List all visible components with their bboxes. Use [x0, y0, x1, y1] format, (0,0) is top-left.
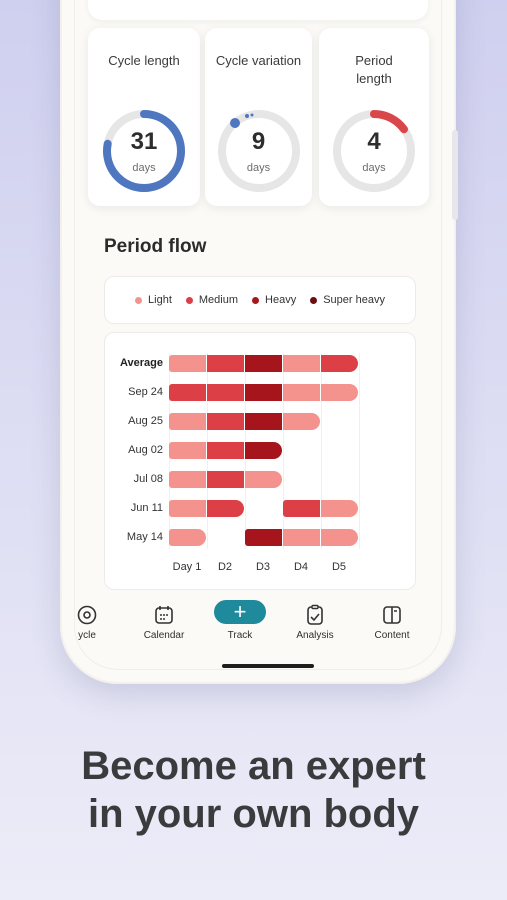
- legend-dot: [135, 296, 143, 304]
- flow-cell-light: [169, 355, 206, 372]
- stat-value: 9: [251, 128, 266, 155]
- stat-unit: days: [132, 162, 156, 174]
- flow-cell-light: [169, 500, 206, 517]
- flow-cell-light: [283, 413, 320, 430]
- flow-col-label: Day 1: [172, 561, 202, 573]
- flow-cell-light: [283, 355, 320, 372]
- legend-item-medium: Medium: [185, 294, 239, 306]
- legend-dot: [185, 296, 193, 304]
- flow-cell-medium: [207, 413, 244, 430]
- flow-cell-heavy: [245, 413, 282, 430]
- legend-label: Heavy: [265, 294, 297, 306]
- stat-unit: days: [362, 162, 386, 174]
- nav-item-cycle[interactable]: ycle: [74, 600, 122, 641]
- gridline: [283, 353, 284, 549]
- cycle-icon: [77, 605, 97, 625]
- nav-item-calendar[interactable]: Calendar: [129, 600, 199, 641]
- flow-cell-light: [169, 471, 206, 488]
- flow-cell-medium: [321, 355, 358, 372]
- nav-label: Analysis: [296, 630, 334, 641]
- flow-row-label: Average: [119, 357, 163, 369]
- flow-cell-heavy: [245, 355, 282, 372]
- period-flow-chart: Average Sep 24 Aug 25 Aug 02 Jul 08 Jun 11 May…: [104, 332, 416, 590]
- phone-side-button: [452, 130, 458, 220]
- stat-title: Period length: [355, 53, 393, 86]
- gridline: [321, 353, 322, 549]
- nav-label: Track: [227, 630, 253, 641]
- analysis-icon: [307, 604, 323, 625]
- stat-ring: [217, 110, 300, 192]
- flow-row-label: Sep 24: [128, 386, 163, 398]
- stat-card-cycle-variation[interactable]: Cycle variation 9 days: [205, 28, 312, 206]
- stat-unit: days: [246, 162, 271, 174]
- flow-cell-light: [169, 413, 206, 430]
- flow-cell-light: [169, 529, 206, 546]
- tagline: Become an expert in your own body: [0, 742, 507, 838]
- flow-cell-light: [321, 384, 358, 401]
- legend-dot: [252, 296, 260, 304]
- phone-frame: Cycle length 31 days Cycle variation 9 d…: [60, 0, 456, 684]
- flow-col-label: D3: [255, 561, 271, 573]
- gridline: [359, 353, 360, 549]
- nav-label: ycle: [78, 630, 96, 641]
- home-indicator: [222, 664, 314, 668]
- calendar-icon: [155, 606, 173, 624]
- plus-icon[interactable]: +: [214, 600, 266, 624]
- flow-cell-medium: [207, 355, 244, 372]
- flow-cell-medium: [207, 384, 244, 401]
- flow-col-label: D4: [293, 561, 309, 573]
- stat-ring: [333, 110, 415, 192]
- flow-cell-medium: [207, 471, 244, 488]
- legend-item-super-heavy: Super heavy: [310, 294, 385, 306]
- legend-item-heavy: Heavy: [252, 294, 296, 306]
- tagline-line: Become an expert: [81, 744, 426, 788]
- stat-value: 4: [367, 128, 381, 155]
- nav-item-analysis[interactable]: Analysis: [280, 600, 350, 641]
- flow-cell-medium: [207, 500, 244, 517]
- tagline-line: in your own body: [87, 792, 420, 836]
- legend-label: Light: [148, 294, 172, 306]
- stat-card-period-length[interactable]: Period length 4 days: [319, 28, 429, 206]
- app-screen: Cycle length 31 days Cycle variation 9 d…: [74, 0, 442, 670]
- flow-col-label: D5: [331, 561, 347, 573]
- flow-cell-medium: [207, 442, 244, 459]
- flow-row-label: Jun 11: [130, 502, 163, 514]
- flow-cell-light: [169, 442, 206, 459]
- flow-cell-light: [283, 529, 320, 546]
- flow-cell-heavy: [245, 384, 282, 401]
- flow-cell-heavy: [245, 529, 282, 546]
- legend-dot: [310, 296, 318, 304]
- stat-title: Cycle variation: [215, 53, 302, 68]
- flow-cell-light: [245, 471, 282, 488]
- section-title-period-flow: Period flow: [104, 236, 207, 257]
- flow-legend: Light Medium Heavy Super heavy: [104, 276, 416, 324]
- stat-title: Cycle length: [108, 53, 180, 68]
- book-icon: [383, 606, 401, 624]
- bottom-nav: ycle Calendar + Track: [74, 600, 442, 670]
- stat-ring: [103, 110, 185, 192]
- legend-label: Super heavy: [323, 294, 385, 306]
- flow-col-label: D2: [217, 561, 233, 573]
- stat-card-cycle-length[interactable]: Cycle length 31 days: [88, 28, 200, 206]
- legend-label: Medium: [198, 294, 239, 306]
- flow-cell-light: [283, 384, 320, 401]
- top-card: [88, 0, 428, 20]
- nav-item-track[interactable]: + Track: [205, 600, 275, 641]
- legend-item-light: Light: [135, 294, 172, 306]
- nav-item-content[interactable]: Content: [357, 600, 427, 641]
- flow-row-label: Aug 25: [128, 415, 163, 427]
- stat-value: 31: [130, 128, 158, 155]
- nav-label: Content: [374, 630, 410, 641]
- flow-row-label: Aug 02: [128, 444, 163, 456]
- flow-row-label: Jul 08: [133, 473, 163, 485]
- flow-cell-heavy: [245, 442, 282, 459]
- nav-label: Calendar: [143, 630, 185, 641]
- flow-cell-light: [321, 500, 358, 517]
- flow-cell-medium: [169, 384, 206, 401]
- flow-cell-medium: [283, 500, 320, 517]
- flow-cell-light: [321, 529, 358, 546]
- flow-row-label: May 14: [126, 531, 163, 543]
